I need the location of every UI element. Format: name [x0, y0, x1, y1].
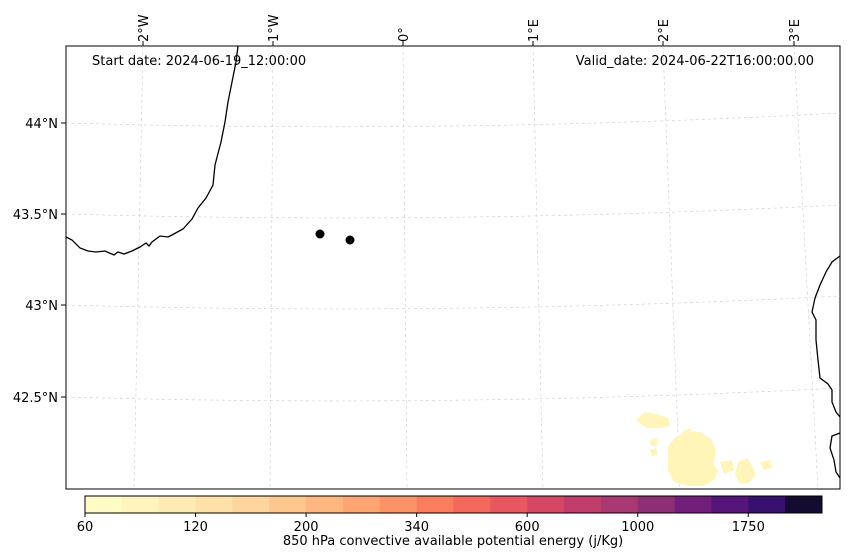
colorbar-segment — [342, 496, 381, 513]
gridline-lon-2w — [133, 45, 144, 490]
colorbar-tick-label: 340 — [404, 520, 429, 535]
colorbar-segment — [748, 496, 786, 513]
colorbar-tick-label: 120 — [183, 520, 208, 535]
gridline-lon-1e — [532, 45, 544, 490]
gridline-lon-2e — [662, 45, 681, 490]
colorbar-tick-label: 60 — [77, 520, 94, 535]
colorbar-tick-label: 600 — [515, 520, 540, 535]
lon-label-2e: 2°E — [657, 19, 672, 42]
gridline-lat-435n — [65, 204, 841, 219]
coastline-east — [811, 255, 841, 418]
lon-label-1e: 1°E — [527, 19, 542, 42]
colorbar-segments — [85, 496, 823, 513]
colorbar-ticks: 60 120 200 340 600 1000 1750 — [77, 513, 765, 535]
colorbar-segment — [785, 496, 823, 513]
lon-label-2w: 2°W — [137, 14, 152, 42]
colorbar-segment — [564, 496, 602, 513]
gridline-lat-425n — [65, 387, 841, 402]
cape-patch-mid — [720, 460, 734, 474]
colorbar-segment — [306, 496, 344, 513]
lon-label-0: 0° — [397, 27, 412, 42]
colorbar-segment — [158, 496, 197, 513]
colorbar: 60 120 200 340 600 1000 1750 850 hPa convectiv… — [77, 495, 823, 549]
gridline-lon-1w — [269, 45, 274, 490]
colorbar-segment — [674, 496, 712, 513]
gridlines — [65, 45, 841, 490]
lon-label-3e: 3°E — [788, 19, 803, 42]
colorbar-segment — [711, 496, 749, 513]
marker-location-1[interactable] — [315, 229, 325, 239]
colorbar-segment — [416, 496, 454, 513]
coastline-east-lower — [829, 432, 841, 479]
cape-patch-main — [668, 431, 718, 486]
lat-label-43n: 43°N — [25, 299, 58, 314]
colorbar-segment — [600, 496, 639, 513]
lon-label-1w: 1°W — [267, 14, 282, 42]
colorbar-segment — [490, 496, 528, 513]
colorbar-segment — [453, 496, 491, 513]
cape-patch-scatter-1 — [682, 428, 694, 440]
cape-patch-east — [735, 458, 756, 484]
colorbar-tick-label: 1750 — [732, 520, 765, 535]
cape-patches — [636, 412, 772, 486]
gridline-lat-44n — [65, 112, 841, 128]
gridline-lat-43n — [65, 295, 841, 310]
colorbar-tick-label: 200 — [294, 520, 319, 535]
colorbar-outline — [84, 495, 823, 514]
lat-label-435n: 43.5°N — [13, 208, 58, 223]
colorbar-tick-label: 1000 — [621, 520, 654, 535]
colorbar-segment — [232, 496, 270, 513]
valid-date-label: Valid_date: 2024-06-22T16:00:00.00 — [576, 54, 814, 69]
gridline-lon-0 — [402, 45, 408, 490]
cape-patch-north — [636, 412, 670, 428]
longitude-labels: 2°W 1°W 0° 1°E 2°E 3°E — [137, 14, 803, 42]
map-content — [65, 45, 841, 490]
colorbar-segment — [379, 496, 418, 513]
map-frame — [65, 45, 841, 490]
cape-patch-scatter-3 — [650, 448, 658, 456]
colorbar-segment — [121, 496, 160, 513]
cape-patch-scatter-2 — [650, 438, 658, 446]
axis-ticks — [61, 41, 795, 398]
latitude-labels: 44°N 43.5°N 43°N 42.5°N — [13, 117, 58, 406]
colorbar-segment — [637, 496, 676, 513]
start-date-label: Start date: 2024-06-19_12:00:00 — [92, 54, 306, 69]
colorbar-segment — [195, 496, 233, 513]
coastline-west — [65, 45, 239, 256]
colorbar-title: 850 hPa convective available potential e… — [283, 534, 623, 549]
colorbar-segment — [527, 496, 565, 513]
lat-label-44n: 44°N — [25, 117, 58, 132]
colorbar-segment — [85, 496, 123, 513]
marker-location-2[interactable] — [345, 235, 355, 245]
gridline-lon-3e — [793, 45, 819, 490]
colorbar-segment — [269, 496, 307, 513]
lat-label-425n: 42.5°N — [13, 391, 58, 406]
cape-patch-east-small — [760, 460, 772, 470]
